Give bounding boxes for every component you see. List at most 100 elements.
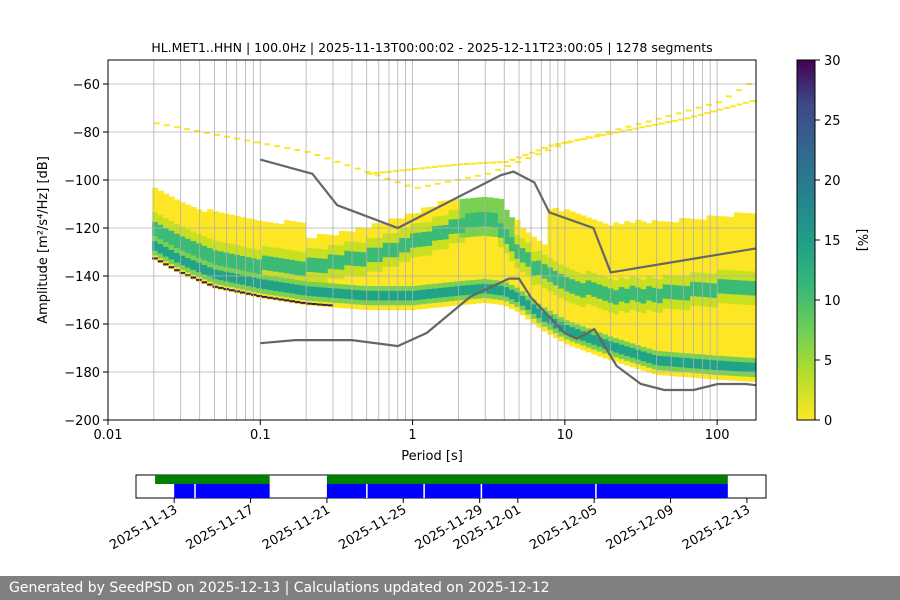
psd-cell — [432, 216, 439, 222]
psd-cell — [574, 266, 581, 272]
psd-cell — [487, 240, 494, 246]
psd-cell — [476, 197, 483, 203]
psd-cell — [591, 344, 598, 350]
psd-sparse-cell — [444, 164, 451, 167]
psd-cell — [728, 360, 735, 367]
psd-cell — [706, 325, 713, 332]
psd-cell — [492, 284, 499, 290]
psd-cell — [695, 368, 702, 374]
psd-sparse-cell — [541, 147, 548, 149]
psd-cell — [185, 223, 192, 230]
psd-cell — [294, 284, 301, 290]
psd-cell — [207, 233, 214, 239]
psd-cell — [410, 290, 417, 296]
psd-cell — [256, 278, 263, 284]
psd-cell — [552, 232, 559, 238]
psd-cell — [673, 304, 680, 310]
psd-cell — [377, 247, 384, 253]
psd-cell — [613, 342, 620, 348]
psd-cell — [432, 220, 439, 227]
psd-cell — [750, 352, 756, 358]
psd-cell — [629, 304, 636, 310]
y-tick-label: −100 — [64, 174, 100, 189]
psd-cell — [410, 213, 417, 219]
psd-cell — [399, 295, 406, 301]
psd-cell — [360, 285, 367, 291]
psd-cell — [437, 244, 444, 250]
coverage-bar-blue — [174, 484, 270, 498]
psd-cell — [684, 367, 691, 373]
psd-cell — [536, 288, 543, 295]
psd-cell — [624, 288, 631, 294]
psd-cell — [267, 241, 274, 247]
psd-cell — [651, 359, 658, 365]
psd-cell — [541, 306, 548, 313]
psd-cell — [629, 275, 636, 281]
psd-cell — [739, 222, 746, 228]
psd-cell — [520, 295, 527, 301]
psd-cell — [448, 199, 455, 206]
psd-sparse-cell — [485, 172, 491, 175]
psd-cell — [168, 220, 175, 226]
psd-cell — [569, 293, 576, 299]
psd-cell — [635, 243, 642, 250]
y-tick-label: −120 — [64, 222, 100, 237]
psd-cell — [723, 307, 730, 313]
psd-cell — [558, 220, 565, 227]
psd-cell — [316, 257, 323, 264]
psd-cell — [640, 279, 647, 285]
psd-sparse-cell — [477, 162, 483, 165]
psd-cell — [487, 231, 494, 237]
psd-cell — [657, 336, 664, 342]
psd-edge-cell — [245, 292, 252, 295]
psd-cell — [251, 224, 258, 230]
psd-cell — [640, 274, 647, 280]
psd-cell — [316, 281, 323, 288]
psd-cell — [174, 257, 181, 263]
psd-cell — [717, 321, 724, 328]
psd-cell — [283, 253, 290, 259]
psd-cell — [437, 277, 444, 284]
psd-cell — [278, 224, 285, 230]
psd-cell — [541, 292, 548, 298]
psd-edge-cell — [283, 299, 290, 302]
psd-cell — [349, 241, 356, 247]
psd-cell — [179, 211, 186, 218]
psd-cell — [333, 268, 340, 275]
psd-sparse-cell — [725, 95, 732, 98]
psd-cell — [734, 294, 741, 300]
psd-cell — [465, 222, 472, 228]
psd-cell — [426, 283, 433, 290]
psd-sparse-cell — [404, 184, 411, 187]
psd-cell — [602, 228, 609, 234]
psd-cell — [585, 347, 592, 353]
psd-cell — [437, 263, 444, 269]
psd-cell — [492, 255, 499, 261]
psd-cell — [596, 293, 603, 299]
psd-cell — [602, 271, 609, 277]
psd-cell — [695, 339, 702, 345]
psd-cell — [503, 243, 510, 249]
psd-cell — [728, 221, 735, 227]
psd-cell — [525, 246, 532, 253]
psd-cell — [717, 235, 724, 241]
psd-cell — [520, 257, 527, 263]
psd-cell — [591, 296, 598, 302]
psd-cell — [410, 261, 417, 267]
psd-cell — [278, 276, 285, 283]
psd-cell — [673, 265, 680, 271]
psd-cell — [240, 226, 247, 232]
psd-cell — [415, 241, 422, 248]
psd-cell — [498, 256, 505, 262]
psd-cell — [267, 280, 274, 286]
psd-sparse-cell — [364, 171, 371, 173]
psd-sparse-cell — [675, 112, 682, 115]
psd-cell — [618, 243, 625, 249]
psd-cell — [240, 260, 247, 266]
psd-cell — [300, 222, 307, 228]
psd-cell — [327, 253, 334, 260]
psd-cell — [190, 211, 197, 218]
psd-cell — [207, 257, 214, 263]
psd-cell — [333, 283, 340, 289]
psd-cell — [624, 278, 631, 284]
